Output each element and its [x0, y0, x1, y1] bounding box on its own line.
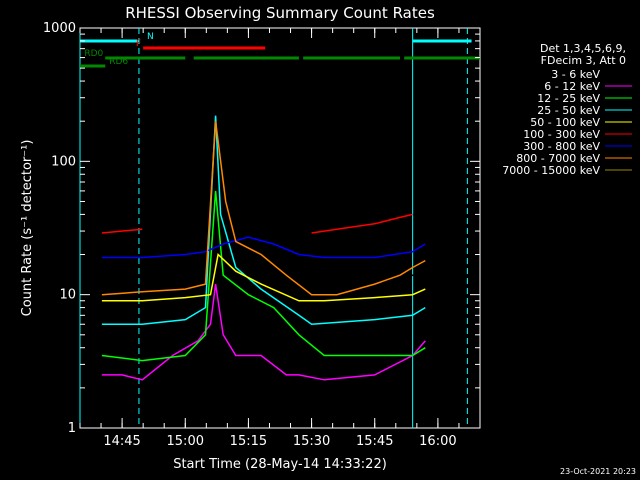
- legend-label: 100 - 300 keV: [523, 128, 600, 141]
- legend-label: 25 - 50 keV: [537, 104, 600, 117]
- series-line: [101, 115, 426, 325]
- night-markers: [79, 28, 468, 428]
- x-tick-label: 15:00: [167, 434, 204, 449]
- y-tick-label: 100: [51, 154, 76, 169]
- series-line: [101, 236, 426, 259]
- legend: Det 1,3,4,5,6,9,FDecim 3, Att 03 - 6 keV…: [502, 42, 632, 177]
- legend-label: 300 - 800 keV: [523, 140, 600, 153]
- series-line: [101, 121, 426, 296]
- x-tick-label: 15:15: [230, 434, 267, 449]
- legend-label: 6 - 12 keV: [544, 80, 600, 93]
- series-lines: [101, 115, 426, 381]
- flag-label: RD0: [84, 49, 103, 59]
- legend-label: 12 - 25 keV: [537, 92, 600, 105]
- y-axis-label: Count Rate (s⁻¹ detector⁻¹): [20, 140, 35, 317]
- series-line: [101, 253, 426, 302]
- legend-label: 7000 - 15000 keV: [502, 164, 600, 177]
- x-tick-label: 14:45: [103, 434, 140, 449]
- x-tick-label: 15:30: [293, 434, 330, 449]
- axes: 1 10 100 1000 14:45 15:00 15:15 15:30 15:45 16:00: [43, 21, 481, 449]
- x-tick-label: 16:00: [419, 434, 456, 449]
- y-tick-label: 10: [59, 288, 76, 303]
- chart-title: RHESSI Observing Summary Count Rates: [125, 4, 435, 22]
- flag-label: RD6: [109, 57, 128, 67]
- legend-label: 800 - 7000 keV: [516, 152, 600, 165]
- x-axis-label: Start Time (28-May-14 14:33:22): [173, 457, 387, 472]
- legend-header: Det 1,3,4,5,6,9,: [540, 42, 626, 55]
- legend-header: FDecim 3, Att 0: [541, 54, 626, 67]
- legend-label: 50 - 100 keV: [530, 116, 600, 129]
- series-line: [101, 283, 426, 381]
- y-tick-label: 1: [68, 421, 76, 436]
- x-tick-label: 15:45: [356, 434, 393, 449]
- flag-bars: NF RD0 RD6: [80, 32, 480, 68]
- y-tick-label: 1000: [43, 21, 76, 36]
- timestamp-label: 23-Oct-2021 20:23: [560, 467, 636, 476]
- series-line: [311, 213, 413, 234]
- flag-label: F: [136, 39, 141, 49]
- flag-label: N: [147, 32, 154, 42]
- legend-label: 3 - 6 keV: [551, 68, 600, 81]
- series-line: [101, 190, 426, 362]
- series-line: [101, 228, 143, 234]
